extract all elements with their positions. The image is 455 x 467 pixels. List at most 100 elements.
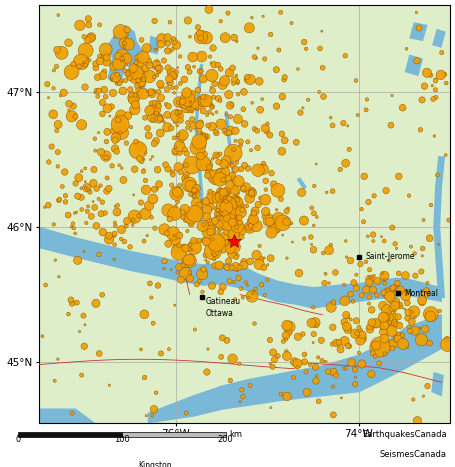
Point: [304, 96, 312, 104]
Point: [265, 217, 273, 224]
Polygon shape: [121, 38, 144, 72]
Point: [181, 205, 188, 212]
Point: [214, 61, 222, 69]
Point: [247, 76, 254, 83]
Point: [158, 35, 165, 42]
Point: [233, 38, 240, 45]
Point: [223, 337, 231, 344]
Point: [232, 196, 239, 204]
Point: [92, 300, 100, 307]
Point: [193, 184, 200, 192]
Text: Kingston: Kingston: [138, 461, 172, 467]
Point: [121, 39, 128, 47]
Point: [186, 181, 193, 188]
Point: [219, 283, 226, 291]
Point: [175, 111, 182, 118]
Point: [369, 286, 377, 294]
Point: [196, 95, 203, 102]
Point: [48, 143, 55, 150]
Point: [136, 143, 143, 151]
Point: [309, 304, 317, 311]
Point: [207, 188, 214, 195]
Point: [204, 259, 212, 266]
Point: [269, 349, 277, 356]
Point: [224, 218, 232, 226]
Point: [85, 15, 92, 22]
Point: [206, 163, 213, 171]
Point: [351, 330, 359, 337]
Point: [177, 276, 185, 283]
Point: [182, 270, 189, 277]
Point: [218, 198, 226, 206]
Point: [45, 94, 52, 101]
Point: [210, 93, 217, 101]
Point: [274, 352, 282, 360]
Point: [302, 368, 309, 375]
Point: [220, 234, 228, 242]
Point: [301, 351, 308, 358]
Point: [109, 89, 116, 97]
Point: [174, 122, 181, 129]
Point: [266, 336, 273, 344]
Point: [243, 202, 250, 210]
Point: [329, 383, 337, 390]
Point: [175, 163, 182, 171]
Point: [186, 103, 193, 111]
Point: [404, 309, 412, 317]
Point: [150, 319, 157, 327]
Polygon shape: [432, 29, 446, 48]
Point: [298, 189, 305, 196]
Point: [176, 113, 183, 120]
Point: [122, 222, 130, 230]
Point: [213, 129, 220, 137]
Point: [259, 13, 267, 20]
Point: [96, 57, 104, 65]
Point: [366, 325, 374, 333]
Point: [106, 382, 113, 389]
Point: [299, 104, 307, 112]
Point: [199, 222, 206, 230]
Point: [151, 140, 158, 148]
Point: [362, 258, 369, 266]
Point: [228, 198, 236, 205]
Point: [99, 228, 106, 236]
Point: [314, 354, 322, 361]
Point: [372, 318, 379, 325]
Point: [181, 146, 188, 153]
Point: [388, 286, 395, 293]
Point: [242, 279, 249, 286]
Point: [177, 117, 184, 124]
Point: [88, 34, 95, 41]
Point: [337, 166, 344, 173]
Point: [212, 262, 219, 269]
Point: [253, 222, 260, 230]
Polygon shape: [107, 58, 126, 85]
Point: [81, 33, 88, 41]
Point: [207, 84, 215, 91]
Point: [184, 119, 192, 126]
Point: [85, 187, 92, 194]
Point: [262, 208, 269, 215]
Point: [176, 108, 183, 116]
Point: [223, 213, 230, 221]
Point: [192, 184, 200, 191]
Point: [432, 77, 439, 85]
Point: [224, 204, 232, 211]
Point: [225, 89, 232, 97]
Point: [170, 72, 177, 79]
Point: [202, 240, 209, 248]
Point: [217, 18, 224, 25]
Point: [70, 224, 77, 232]
Point: [251, 125, 258, 133]
Point: [68, 68, 75, 76]
Point: [167, 266, 175, 274]
Point: [444, 336, 451, 343]
Point: [118, 226, 125, 234]
Point: [213, 195, 221, 202]
Point: [171, 38, 178, 45]
Point: [222, 168, 229, 176]
Point: [389, 224, 396, 231]
Point: [78, 61, 86, 69]
Point: [169, 169, 176, 176]
Point: [229, 64, 236, 71]
